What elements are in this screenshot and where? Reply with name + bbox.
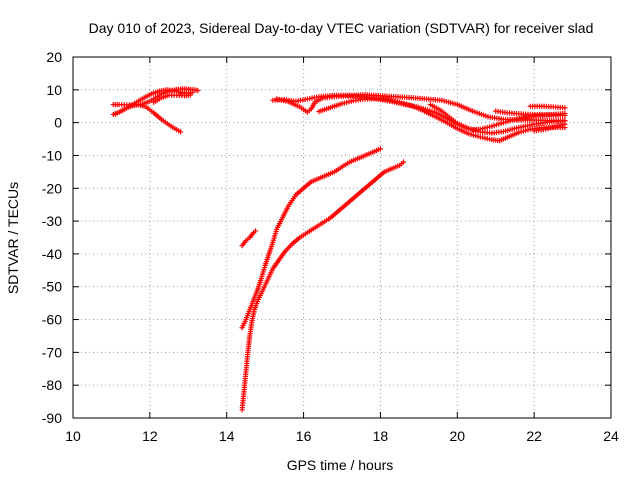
y-tick-label: -50 xyxy=(42,279,62,295)
axis-ticks: 10 12 14 16 18 20 22 24 20 10 0 -10 -20 -30 -40 -50 -60 -… xyxy=(42,49,619,444)
data-point xyxy=(178,129,184,135)
y-tick-label: -30 xyxy=(42,213,62,229)
data-point xyxy=(562,121,568,127)
data-series xyxy=(112,101,184,135)
y-tick-label: -70 xyxy=(42,344,62,360)
data-series xyxy=(316,95,568,144)
y-tick-label: -80 xyxy=(42,377,62,393)
data-point xyxy=(400,159,407,165)
y-tick-label: 10 xyxy=(46,82,62,98)
y-tick-label: 20 xyxy=(46,49,62,65)
data-point xyxy=(187,92,193,98)
x-tick-label: 14 xyxy=(219,428,235,444)
data-point xyxy=(377,146,384,152)
x-tick-label: 10 xyxy=(65,428,81,444)
x-tick-label: 16 xyxy=(296,428,312,444)
data-point xyxy=(562,105,568,111)
data-point xyxy=(562,112,568,119)
data-series xyxy=(239,228,259,249)
y-tick-label: -60 xyxy=(42,312,62,328)
grid xyxy=(73,57,611,418)
y-tick-label: -20 xyxy=(42,180,62,196)
x-axis-title: GPS time / hours xyxy=(287,457,394,473)
data-series xyxy=(110,86,201,108)
x-tick-label: 12 xyxy=(142,428,158,444)
chart-title: Day 010 of 2023, Sidereal Day-to-day VTE… xyxy=(89,20,594,36)
data-series xyxy=(527,103,568,111)
y-axis-title: SDTVAR / TECUs xyxy=(5,182,21,294)
data-series xyxy=(151,92,193,105)
y-tick-label: -10 xyxy=(42,147,62,163)
y-tick-label: -40 xyxy=(42,246,62,262)
x-tick-label: 22 xyxy=(526,428,542,444)
y-tick-label: -90 xyxy=(42,410,62,426)
data-layer xyxy=(110,86,568,413)
data-series xyxy=(531,121,568,134)
y-tick-label: 0 xyxy=(54,115,62,131)
data-series xyxy=(427,101,568,133)
data-point xyxy=(195,87,201,94)
plot-frame xyxy=(72,56,612,419)
data-series xyxy=(493,108,568,119)
data-point xyxy=(252,228,259,234)
data-series xyxy=(239,159,407,413)
x-tick-label: 20 xyxy=(449,428,465,444)
data-series xyxy=(239,146,384,331)
x-tick-label: 18 xyxy=(373,428,389,444)
x-tick-label: 24 xyxy=(603,428,619,444)
